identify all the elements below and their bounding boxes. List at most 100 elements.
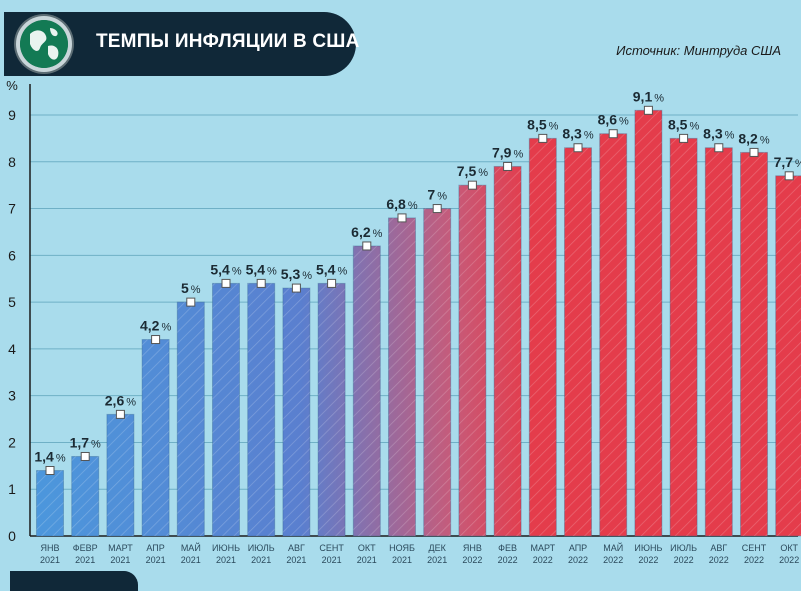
x-tick-year: 2021 [251,555,271,565]
x-tick-year: 2021 [216,555,236,565]
x-tick-month: ФЕВ [498,543,517,553]
bar-hatch [565,148,592,536]
x-tick-year: 2021 [181,555,201,565]
data-label: 5,4% [316,261,347,277]
bar-hatch [37,471,64,536]
data-label-value: 8,5 [668,116,688,132]
x-tick-month: ИЮНЬ [634,543,662,553]
bar-hatch [670,138,697,536]
value-marker [539,134,547,142]
bar-hatch [72,456,99,536]
y-tick-label: 2 [8,434,16,450]
data-label-value: 7 [427,187,435,203]
x-tick-month: АВГ [710,543,727,553]
y-tick-label: 1 [8,481,16,497]
data-label-value: 6,8 [386,196,406,212]
data-label-unit: % [478,167,488,179]
bar-hatch [600,134,627,536]
value-marker [46,467,54,475]
x-tick-month: НОЯБ [389,543,415,553]
value-marker [750,148,758,156]
data-label-unit: % [437,191,447,203]
y-tick-label: 8 [8,154,16,170]
bar-hatch [213,283,240,536]
x-tick-year: 2021 [286,555,306,565]
value-marker [785,172,793,180]
bar-hatch [741,152,768,536]
x-tick-month: ИЮНЬ [212,543,240,553]
x-tick-month: МАЙ [603,542,623,553]
x-tick-year: 2022 [462,555,482,565]
data-label: 7,7% [774,154,801,170]
bar-hatch [318,283,345,536]
data-label-value: 2,6 [105,392,125,408]
x-tick-year: 2022 [709,555,729,565]
x-tick-month: СЕНТ [742,543,767,553]
data-label: 2,6% [105,392,136,408]
data-label-unit: % [619,116,629,128]
data-label-unit: % [302,270,312,282]
data-label-value: 7,7 [774,154,794,170]
data-label-unit: % [373,228,383,240]
value-marker [292,284,300,292]
data-label-unit: % [56,453,66,465]
value-marker [328,279,336,287]
data-label-value: 5,4 [210,261,230,277]
x-tick-month: МАЙ [181,542,201,553]
x-tick-month: МАРТ [530,543,555,553]
y-tick-label: 4 [8,341,16,357]
y-tick-label: 9 [8,107,16,123]
value-marker [222,279,230,287]
data-label-unit: % [267,265,277,277]
x-tick-month: ЯНВ [463,543,482,553]
data-label: 7,5% [457,163,488,179]
x-tick-month: ДЕК [429,543,447,553]
data-label-value: 8,3 [703,126,723,142]
bar-hatch [705,148,732,536]
data-label-unit: % [161,322,171,334]
bar-hatch [529,138,556,536]
value-marker [398,214,406,222]
x-tick-month: МАРТ [108,543,133,553]
x-tick-year: 2021 [322,555,342,565]
x-tick-month: ОКТ [780,543,798,553]
data-label-value: 8,6 [598,112,618,128]
data-label-unit: % [408,200,418,212]
x-tick-year: 2021 [110,555,130,565]
data-label: 7% [427,187,447,203]
data-label-unit: % [232,265,242,277]
x-tick-year: 2022 [533,555,553,565]
data-label-unit: % [126,396,136,408]
bar-hatch [353,246,380,536]
data-label: 1,4% [34,449,65,465]
data-label-value: 1,7 [70,434,90,450]
y-axis-unit: % [6,78,18,93]
value-marker [574,144,582,152]
data-label-value: 6,2 [351,224,371,240]
data-label: 7,9% [492,144,523,160]
x-tick-month: ИЮЛЬ [248,543,275,553]
value-marker [152,336,160,344]
data-label: 8,3% [703,126,734,142]
x-tick-year: 2021 [392,555,412,565]
data-label-unit: % [337,265,347,277]
data-label-value: 5,4 [246,261,266,277]
x-axis-labels: ЯНВ 2021 ФЕВР 2021 МАРТ 2021 АПР 2021 МАЙ 2021 ИЮН… [40,542,799,565]
data-label: 8,5% [527,116,558,132]
bar-hatch [635,110,662,536]
bar-hatch [459,185,486,536]
x-tick-month: ЯНВ [40,543,59,553]
x-tick-year: 2022 [674,555,694,565]
data-label: 5% [181,280,201,296]
data-label: 1,7% [70,434,101,450]
x-tick-month: ФЕВР [73,543,98,553]
data-label-value: 5,3 [281,266,301,282]
x-tick-month: АПР [569,543,587,553]
data-label: 8,3% [562,126,593,142]
data-label: 8,2% [738,130,769,146]
data-label-value: 7,5 [457,163,477,179]
data-label-value: 7,9 [492,144,512,160]
data-label-value: 8,3 [562,126,582,142]
y-tick-label: 0 [8,528,16,544]
